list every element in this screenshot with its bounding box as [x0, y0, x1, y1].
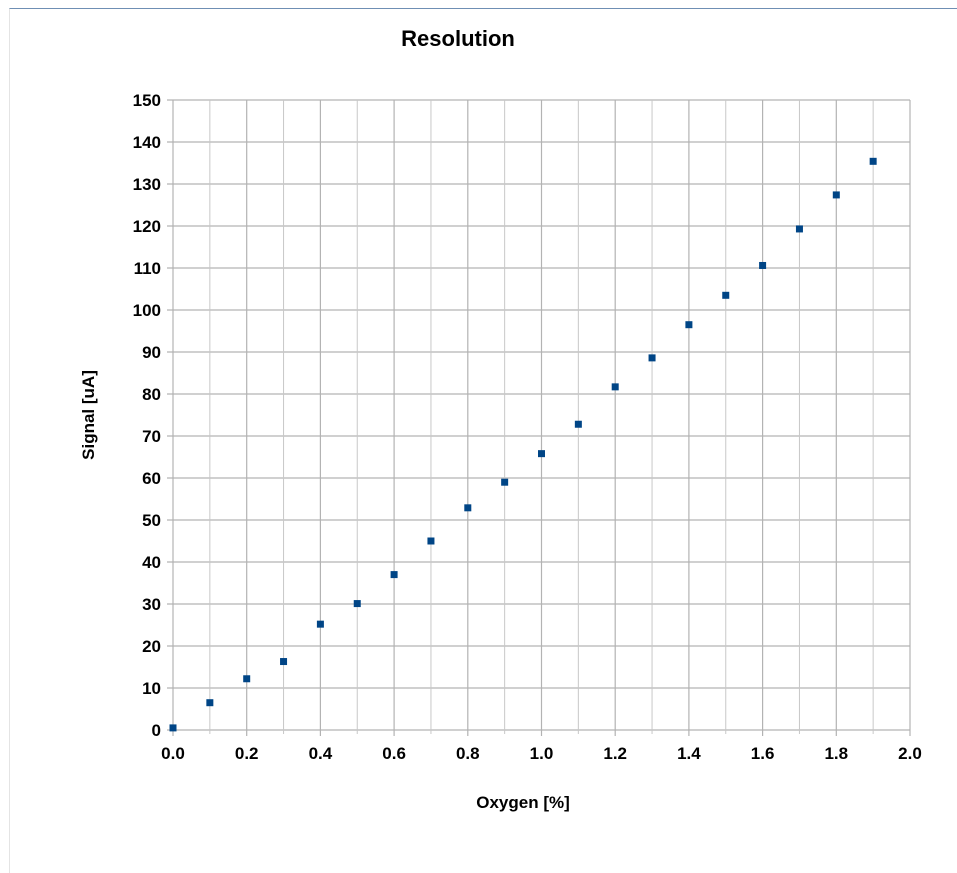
data-point — [648, 354, 656, 362]
data-point — [685, 321, 693, 329]
data-point — [759, 261, 767, 269]
data-point — [280, 658, 288, 666]
x-tick-label: 1.2 — [603, 744, 627, 763]
y-tick-label: 30 — [142, 595, 161, 614]
x-tick-label: 0.0 — [161, 744, 185, 763]
x-tick-label: 0.6 — [382, 744, 406, 763]
y-tick-label: 130 — [133, 175, 161, 194]
y-tick-label: 70 — [142, 427, 161, 446]
data-point — [722, 291, 730, 299]
data-point — [390, 571, 398, 579]
data-point — [501, 478, 509, 486]
data-point — [869, 157, 877, 165]
y-tick-label: 80 — [142, 385, 161, 404]
x-tick-label: 2.0 — [898, 744, 922, 763]
x-tick-label: 1.8 — [824, 744, 848, 763]
x-axis-ticks: 0.0 0.2 0.4 0.6 0.8 1.0 1.2 1.4 1.6 1.8 2.0 — [161, 744, 922, 763]
y-tick-label: 140 — [133, 133, 161, 152]
data-point — [538, 450, 545, 458]
y-tick-label: 100 — [133, 301, 161, 320]
data-point — [206, 699, 214, 707]
y-tick-label: 110 — [134, 259, 161, 278]
x-tick-label: 1.0 — [530, 744, 554, 763]
x-tick-label: 1.4 — [677, 744, 701, 763]
x-tick-label: 0.2 — [235, 744, 259, 763]
data-point — [464, 504, 472, 512]
data-point — [353, 600, 361, 608]
y-tick-label: 150 — [133, 91, 161, 110]
x-tick-label: 1.6 — [751, 744, 775, 763]
x-tick-label: 0.4 — [309, 744, 333, 763]
y-tick-label: 50 — [142, 511, 161, 530]
data-point — [427, 537, 435, 545]
data-point — [243, 675, 251, 683]
y-tick-label: 40 — [142, 553, 161, 572]
y-tick-label: 120 — [133, 217, 161, 236]
y-tick-label: 90 — [142, 343, 161, 362]
x-axis-label: Oxygen [%] — [476, 793, 570, 812]
data-point — [574, 420, 582, 428]
y-axis-ticks: 0 10 20 30 40 50 60 70 80 90 100 110 120 130 140 150 — [133, 91, 161, 740]
y-tick-label: 60 — [142, 469, 161, 488]
y-tick-label: 10 — [142, 679, 161, 698]
x-tick-label: 0.8 — [456, 744, 480, 763]
data-points — [169, 157, 877, 732]
grid-lines — [167, 99, 911, 736]
data-point — [611, 383, 619, 391]
data-point — [795, 225, 803, 233]
y-tick-label: 0 — [152, 721, 161, 740]
data-point — [316, 620, 324, 628]
data-point — [169, 724, 177, 732]
y-axis-label: Signal [uA] — [79, 370, 98, 460]
chart-title: Resolution — [401, 26, 515, 51]
y-tick-label: 20 — [142, 637, 161, 656]
data-point — [832, 191, 840, 199]
